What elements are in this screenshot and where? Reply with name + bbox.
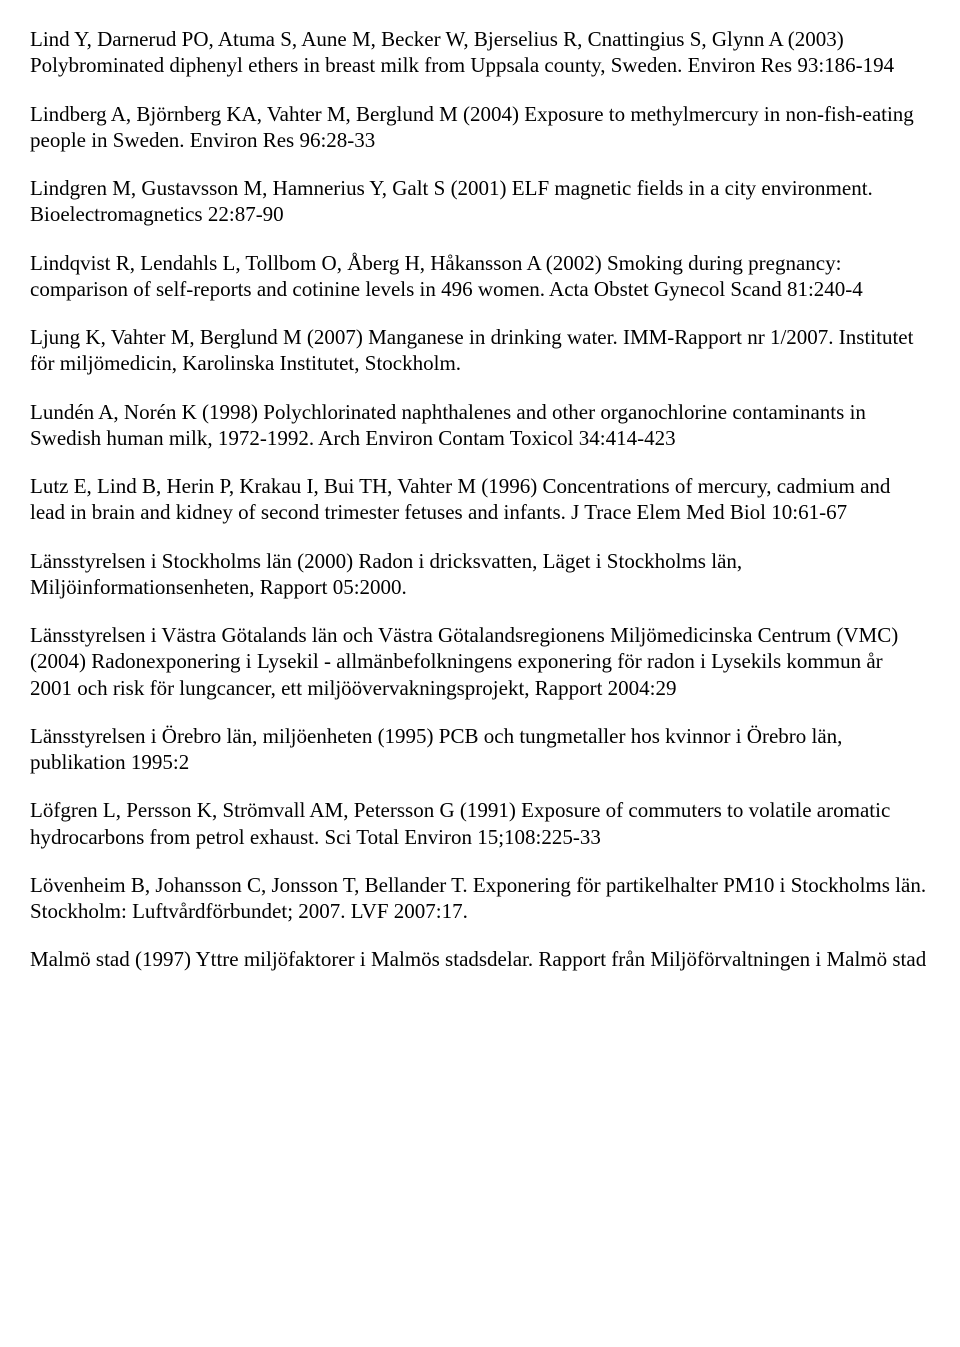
reference-entry: Lindgren M, Gustavsson M, Hamnerius Y, G… (30, 175, 928, 228)
reference-entry: Löfgren L, Persson K, Strömvall AM, Pete… (30, 797, 928, 850)
reference-entry: Lindqvist R, Lendahls L, Tollbom O, Åber… (30, 250, 928, 303)
reference-entry: Länsstyrelsen i Västra Götalands län och… (30, 622, 928, 701)
reference-entry: Lindberg A, Björnberg KA, Vahter M, Berg… (30, 101, 928, 154)
reference-entry: Länsstyrelsen i Stockholms län (2000) Ra… (30, 548, 928, 601)
reference-entry: Länsstyrelsen i Örebro län, miljöenheten… (30, 723, 928, 776)
reference-entry: Lind Y, Darnerud PO, Atuma S, Aune M, Be… (30, 26, 928, 79)
reference-entry: Lundén A, Norén K (1998) Polychlorinated… (30, 399, 928, 452)
reference-entry: Malmö stad (1997) Yttre miljöfaktorer i … (30, 946, 928, 972)
reference-entry: Lövenheim B, Johansson C, Jonsson T, Bel… (30, 872, 928, 925)
reference-entry: Ljung K, Vahter M, Berglund M (2007) Man… (30, 324, 928, 377)
reference-entry: Lutz E, Lind B, Herin P, Krakau I, Bui T… (30, 473, 928, 526)
